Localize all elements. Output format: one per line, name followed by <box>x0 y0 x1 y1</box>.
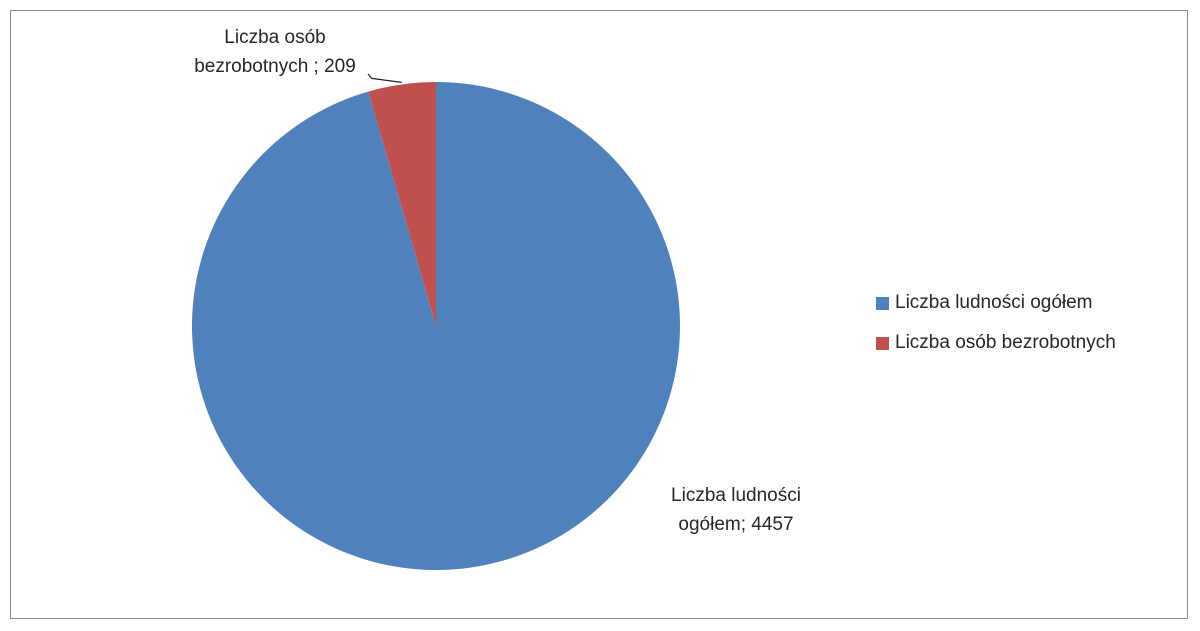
legend-label-unemployed: Liczba osób bezrobotnych <box>895 332 1116 353</box>
pie-slice-population <box>191 82 680 571</box>
pie-slice-unemployed <box>368 82 436 326</box>
legend-swatch-unemployed <box>876 336 889 350</box>
data-label-unemployed-line1: Liczba osób <box>224 27 326 48</box>
legend-swatch-population <box>876 296 889 310</box>
data-label-unemployed: Liczba osób bezrobotnych ; 209 <box>180 23 370 81</box>
data-label-population: Liczba ludności ogółem; 4457 <box>646 481 826 539</box>
data-label-unemployed-line2: bezrobotnych ; 209 <box>194 56 356 77</box>
legend-label-population: Liczba ludności ogółem <box>895 292 1093 313</box>
leader-line-unemployed <box>367 73 402 83</box>
pie-slices <box>191 82 680 571</box>
legend: Liczba ludności ogółem Liczba osób bezro… <box>876 289 1116 369</box>
legend-item-unemployed: Liczba osób bezrobotnych <box>876 329 1116 357</box>
data-label-population-line1: Liczba ludności <box>671 485 801 506</box>
data-label-population-line2: ogółem; 4457 <box>678 514 794 535</box>
legend-item-population: Liczba ludności ogółem <box>876 289 1116 317</box>
